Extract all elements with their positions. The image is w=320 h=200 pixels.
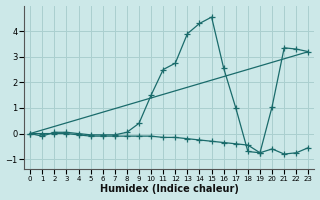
X-axis label: Humidex (Indice chaleur): Humidex (Indice chaleur): [100, 184, 239, 194]
